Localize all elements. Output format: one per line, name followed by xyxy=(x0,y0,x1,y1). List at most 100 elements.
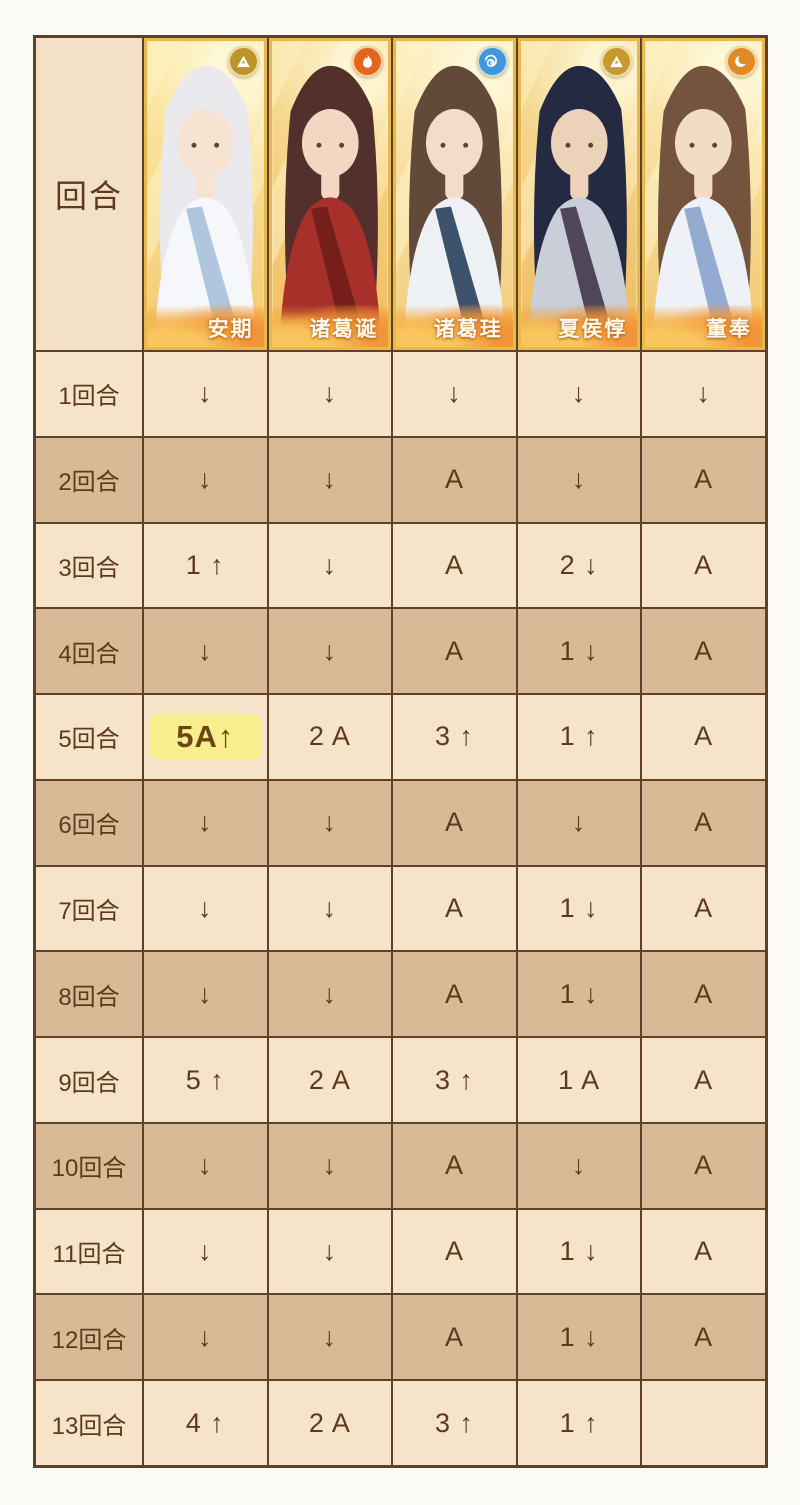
round-12-cell-2: ↓ xyxy=(268,1295,392,1380)
round-10-cell-2: ↓ xyxy=(268,1123,392,1208)
round-13-cell-2: 2 A xyxy=(268,1381,392,1465)
moon-icon xyxy=(725,46,757,77)
row-label-3: 3回合 xyxy=(36,523,142,608)
water-icon xyxy=(476,46,508,77)
row-label-2: 2回合 xyxy=(36,437,142,522)
card-flame-band: 诸葛珪 xyxy=(396,305,513,347)
round-7-cell-3: A xyxy=(393,866,516,951)
character-portrait xyxy=(272,41,389,347)
round-10-cell-4: ↓ xyxy=(517,1123,641,1208)
row-label-6: 6回合 xyxy=(36,780,142,865)
round-1-cell-1: ↓ xyxy=(144,352,267,436)
row-label-13: 13回合 xyxy=(36,1381,142,1465)
round-13-cell-5 xyxy=(642,1381,765,1465)
round-8-cell-3: A xyxy=(393,952,516,1037)
character-card-2: 诸葛诞 xyxy=(268,38,392,350)
row-label-7: 7回合 xyxy=(36,866,142,951)
round-8-cell-4: 1 ↓ xyxy=(517,952,641,1037)
round-13-cell-1: 4 ↑ xyxy=(144,1381,267,1465)
mountain-icon xyxy=(601,46,633,77)
round-12-cell-1: ↓ xyxy=(144,1295,267,1380)
row-label-11: 11回合 xyxy=(36,1209,142,1294)
row-label-9: 9回合 xyxy=(36,1038,142,1122)
mountain-icon xyxy=(227,46,259,77)
round-10-cell-1: ↓ xyxy=(144,1123,267,1208)
round-8-cell-1: ↓ xyxy=(144,952,267,1037)
fire-icon xyxy=(352,46,384,77)
round-11-cell-3: A xyxy=(393,1209,516,1294)
card-flame-band: 安期 xyxy=(147,305,264,347)
round-6-cell-3: A xyxy=(393,780,516,865)
round-9-cell-1: 5 ↑ xyxy=(144,1038,267,1122)
round-2-cell-2: ↓ xyxy=(268,437,392,522)
round-9-cell-2: 2 A xyxy=(268,1038,392,1122)
round-2-cell-4: ↓ xyxy=(517,437,641,522)
round-2-cell-5: A xyxy=(642,437,765,522)
round-1-cell-2: ↓ xyxy=(268,352,392,436)
round-4-cell-4: 1 ↓ xyxy=(517,609,641,694)
round-2-cell-3: A xyxy=(393,437,516,522)
round-10-cell-3: A xyxy=(393,1123,516,1208)
row-label-4: 4回合 xyxy=(36,609,142,694)
round-4-cell-3: A xyxy=(393,609,516,694)
round-5-cell-5: A xyxy=(642,695,765,779)
round-11-cell-1: ↓ xyxy=(144,1209,267,1294)
character-name: 诸葛诞 xyxy=(309,318,379,341)
row-label-5: 5回合 xyxy=(36,695,142,779)
round-13-cell-4: 1 ↑ xyxy=(517,1381,641,1465)
round-4-cell-1: ↓ xyxy=(144,609,267,694)
round-13-cell-3: 3 ↑ xyxy=(393,1381,516,1465)
round-6-cell-5: A xyxy=(642,780,765,865)
round-5-cell-1: 5A↑ xyxy=(144,695,267,779)
row-label-1: 1回合 xyxy=(36,352,142,436)
round-3-cell-4: 2 ↓ xyxy=(517,523,641,608)
round-9-cell-4: 1 A xyxy=(517,1038,641,1122)
card-flame-band: 夏侯惇 xyxy=(520,305,638,347)
row-label-10: 10回合 xyxy=(36,1123,142,1208)
highlighted-action: 5A↑ xyxy=(149,713,262,760)
character-card-4: 夏侯惇 xyxy=(517,38,641,350)
round-3-cell-1: 1 ↑ xyxy=(144,523,267,608)
round-11-cell-2: ↓ xyxy=(268,1209,392,1294)
round-8-cell-5: A xyxy=(642,952,765,1037)
round-2-cell-1: ↓ xyxy=(144,437,267,522)
round-4-cell-2: ↓ xyxy=(268,609,392,694)
round-8-cell-2: ↓ xyxy=(268,952,392,1037)
round-4-cell-5: A xyxy=(642,609,765,694)
card-flame-band: 诸葛诞 xyxy=(271,305,389,347)
character-card-3: 诸葛珪 xyxy=(393,38,516,350)
round-11-cell-4: 1 ↓ xyxy=(517,1209,641,1294)
round-11-cell-5: A xyxy=(642,1209,765,1294)
row-label-12: 12回合 xyxy=(36,1295,142,1380)
round-6-cell-1: ↓ xyxy=(144,780,267,865)
round-10-cell-5: A xyxy=(642,1123,765,1208)
round-5-cell-2: 2 A xyxy=(268,695,392,779)
round-1-cell-3: ↓ xyxy=(393,352,516,436)
rotation-table: 回合 安期 诸葛诞 诸葛珪 夏侯惇 董奉 1回合 ↓ ↓ ↓ ↓ ↓ 2回合 ↓ ↓ A ↓ A 3回合 1 ↑ ↓ A… xyxy=(33,35,768,1468)
round-6-cell-2: ↓ xyxy=(268,780,392,865)
round-12-cell-4: 1 ↓ xyxy=(517,1295,641,1380)
card-flame-band: 董奉 xyxy=(645,305,762,347)
character-portrait xyxy=(396,41,513,347)
round-1-cell-5: ↓ xyxy=(642,352,765,436)
round-7-cell-4: 1 ↓ xyxy=(517,866,641,951)
round-3-cell-5: A xyxy=(642,523,765,608)
character-portrait xyxy=(645,41,762,347)
round-5-cell-3: 3 ↑ xyxy=(393,695,516,779)
character-card-1: 安期 xyxy=(144,38,267,350)
round-7-cell-2: ↓ xyxy=(268,866,392,951)
round-7-cell-1: ↓ xyxy=(144,866,267,951)
round-12-cell-5: A xyxy=(642,1295,765,1380)
character-card-5: 董奉 xyxy=(642,38,765,350)
character-portrait xyxy=(521,41,638,347)
round-5-cell-4: 1 ↑ xyxy=(517,695,641,779)
round-12-cell-3: A xyxy=(393,1295,516,1380)
character-name: 董奉 xyxy=(705,318,752,341)
character-name: 安期 xyxy=(207,318,254,341)
round-1-cell-4: ↓ xyxy=(517,352,641,436)
round-9-cell-5: A xyxy=(642,1038,765,1122)
round-3-cell-3: A xyxy=(393,523,516,608)
round-column-header: 回合 xyxy=(36,38,142,350)
character-name: 诸葛珪 xyxy=(433,318,503,341)
round-6-cell-4: ↓ xyxy=(517,780,641,865)
